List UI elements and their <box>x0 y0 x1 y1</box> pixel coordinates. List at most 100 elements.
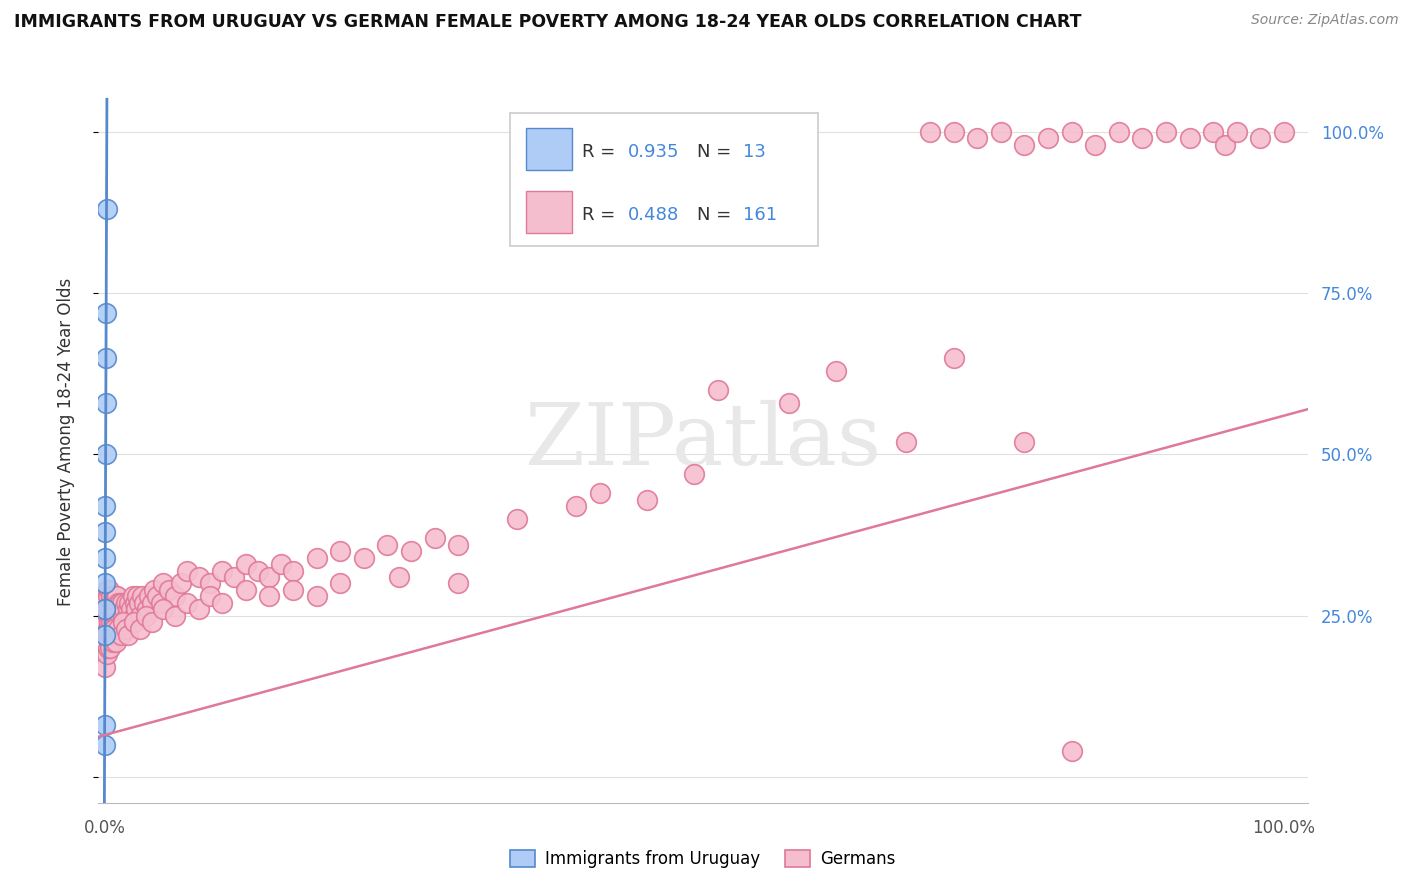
Point <box>94 596 117 610</box>
Point <box>104 628 127 642</box>
Point <box>94 615 117 630</box>
Point <box>114 622 136 636</box>
FancyBboxPatch shape <box>526 128 572 169</box>
Point <box>128 608 150 623</box>
Text: 0.935: 0.935 <box>628 143 679 161</box>
Point <box>329 544 352 558</box>
Point <box>96 202 118 217</box>
Point <box>966 131 988 145</box>
Point <box>1272 125 1295 139</box>
Point <box>222 570 245 584</box>
Point <box>96 582 118 597</box>
Point <box>146 590 169 604</box>
Point <box>1084 137 1107 152</box>
Point <box>97 608 120 623</box>
Point <box>281 582 304 597</box>
Point <box>423 531 446 545</box>
Point <box>105 622 128 636</box>
Point <box>98 634 121 648</box>
Point <box>353 550 375 565</box>
Point <box>124 596 146 610</box>
Point <box>105 590 128 604</box>
Point <box>96 628 118 642</box>
Point <box>100 590 122 604</box>
Point <box>138 590 160 604</box>
Point <box>706 383 728 397</box>
Point <box>1014 434 1036 449</box>
Point <box>107 622 129 636</box>
Point <box>94 499 117 513</box>
Point <box>125 602 148 616</box>
Point <box>176 564 198 578</box>
Point <box>447 576 470 591</box>
Point <box>115 608 138 623</box>
Point <box>1202 125 1225 139</box>
Point <box>105 608 128 623</box>
Point <box>112 615 135 630</box>
Point <box>128 596 150 610</box>
Point <box>1213 137 1236 152</box>
Point <box>103 590 125 604</box>
Point <box>98 608 121 623</box>
Point <box>94 550 117 565</box>
Point <box>399 544 422 558</box>
Point <box>149 596 172 610</box>
Point <box>122 615 145 630</box>
Point <box>778 396 800 410</box>
Point <box>117 602 139 616</box>
Point <box>270 557 292 571</box>
Point <box>96 602 118 616</box>
Text: 0.488: 0.488 <box>628 206 679 224</box>
Point <box>447 538 470 552</box>
Point <box>105 634 128 648</box>
Point <box>100 615 122 630</box>
Text: N =: N = <box>697 143 737 161</box>
Point <box>377 538 399 552</box>
Point <box>101 608 124 623</box>
Point <box>589 486 612 500</box>
Point <box>165 608 187 623</box>
Point <box>114 615 136 630</box>
Point <box>506 512 529 526</box>
Point <box>1249 131 1271 145</box>
Point <box>107 615 129 630</box>
Point <box>200 590 222 604</box>
Point <box>281 564 304 578</box>
Point <box>97 628 120 642</box>
Point <box>94 576 117 591</box>
Point <box>112 608 135 623</box>
Point <box>107 596 129 610</box>
Point <box>127 590 149 604</box>
Point <box>117 628 139 642</box>
Point <box>131 590 153 604</box>
Point <box>211 596 233 610</box>
Point <box>105 602 128 616</box>
Point <box>942 351 965 365</box>
Point <box>93 738 115 752</box>
Point <box>135 608 157 623</box>
Text: R =: R = <box>582 206 621 224</box>
Point <box>1060 125 1083 139</box>
Point <box>388 570 411 584</box>
Text: Source: ZipAtlas.com: Source: ZipAtlas.com <box>1251 13 1399 28</box>
Point <box>259 570 281 584</box>
Point <box>97 590 120 604</box>
Point <box>636 492 658 507</box>
Point <box>176 596 198 610</box>
Point <box>259 590 281 604</box>
Point <box>128 622 150 636</box>
Point <box>121 590 143 604</box>
Point <box>94 628 117 642</box>
Point <box>98 602 121 616</box>
Point <box>118 596 141 610</box>
Point <box>329 576 352 591</box>
Point <box>98 640 121 655</box>
Point <box>100 628 122 642</box>
Point <box>98 628 121 642</box>
Point <box>1154 125 1177 139</box>
Text: IMMIGRANTS FROM URUGUAY VS GERMAN FEMALE POVERTY AMONG 18-24 YEAR OLDS CORRELATI: IMMIGRANTS FROM URUGUAY VS GERMAN FEMALE… <box>14 13 1081 31</box>
Point <box>305 550 328 565</box>
Point <box>683 467 706 481</box>
Point <box>104 615 127 630</box>
Point <box>114 596 136 610</box>
